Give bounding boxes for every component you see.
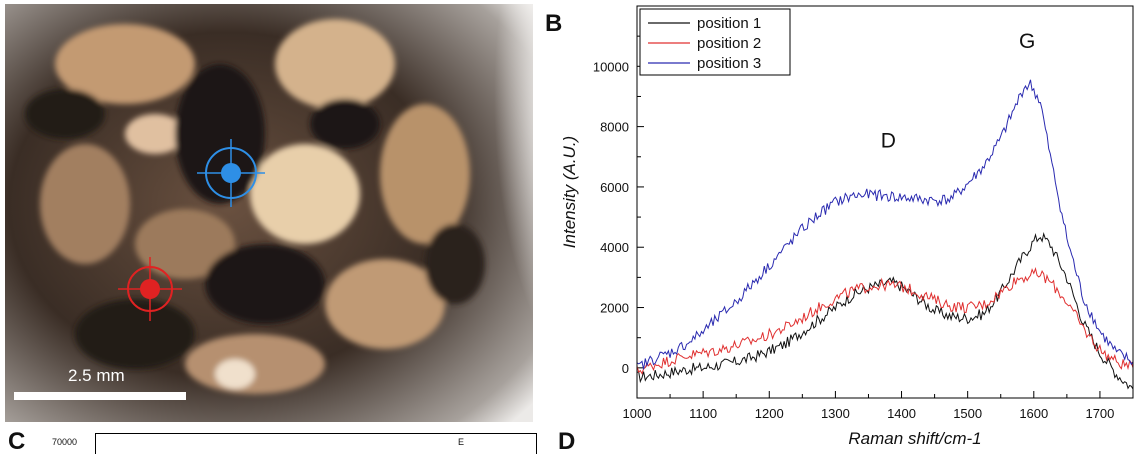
panel-c-y-tick: 70000 [52, 437, 78, 447]
blue-target-marker [197, 139, 265, 207]
panel-c-frame [95, 433, 537, 454]
peak-annotations: DG [881, 30, 1036, 153]
x-tick-labels: 1000 1100 1200 1300 1400 1500 1600 1700 [623, 406, 1115, 421]
raman-spectrum-chart: 1000 1100 1200 1300 1400 1500 1600 1700 0 2000 40… [560, 5, 1134, 448]
x-tick-label: 1200 [755, 406, 784, 421]
y-tick-label: 2000 [600, 301, 629, 316]
legend-label: position 2 [697, 35, 761, 52]
x-tick-label: 1600 [1019, 406, 1048, 421]
legend-box [639, 8, 791, 76]
y-tick-labels: 0 2000 4000 6000 8000 10000 [593, 59, 629, 376]
panel-letter-b: B [545, 10, 563, 37]
y-tick-label: 10000 [593, 59, 629, 74]
panel-c-corner-label: E [458, 437, 465, 447]
series-line-2 [636, 266, 1134, 375]
peak-label: G [1019, 30, 1035, 53]
x-tick-label: 1500 [953, 406, 982, 421]
red-target-marker [118, 257, 182, 321]
plot-frame [636, 5, 1134, 399]
legend: position 1 position 2 position 3 [639, 8, 791, 76]
x-tick-label: 1700 [1085, 406, 1114, 421]
y-tick-label: 0 [622, 361, 629, 376]
series-line-1 [636, 232, 1134, 390]
tick-marks [636, 35, 1101, 398]
x-tick-label: 1400 [887, 406, 916, 421]
x-tick-label: 1100 [689, 406, 717, 421]
legend-label: position 1 [697, 15, 761, 32]
x-axis-label: Raman shift/cm-1 [848, 429, 981, 448]
scale-bar-label: 2.5 mm [68, 366, 125, 385]
micrograph-photo [5, 4, 533, 422]
peak-label: D [881, 130, 896, 153]
legend-label: position 3 [697, 55, 761, 72]
panel-letter-d: D [558, 428, 576, 455]
y-tick-label: 4000 [600, 240, 629, 255]
x-tick-label: 1000 [623, 406, 652, 421]
series-layer [636, 79, 1134, 390]
micrograph-image [5, 4, 533, 422]
scale-bar [14, 392, 186, 400]
panel-letter-c: C [8, 428, 26, 455]
y-tick-label: 6000 [600, 180, 629, 195]
series-line-3 [636, 79, 1134, 370]
x-tick-label: 1300 [821, 406, 850, 421]
y-axis-label: Intensity (A.U.) [560, 136, 579, 248]
y-tick-label: 8000 [600, 120, 629, 135]
